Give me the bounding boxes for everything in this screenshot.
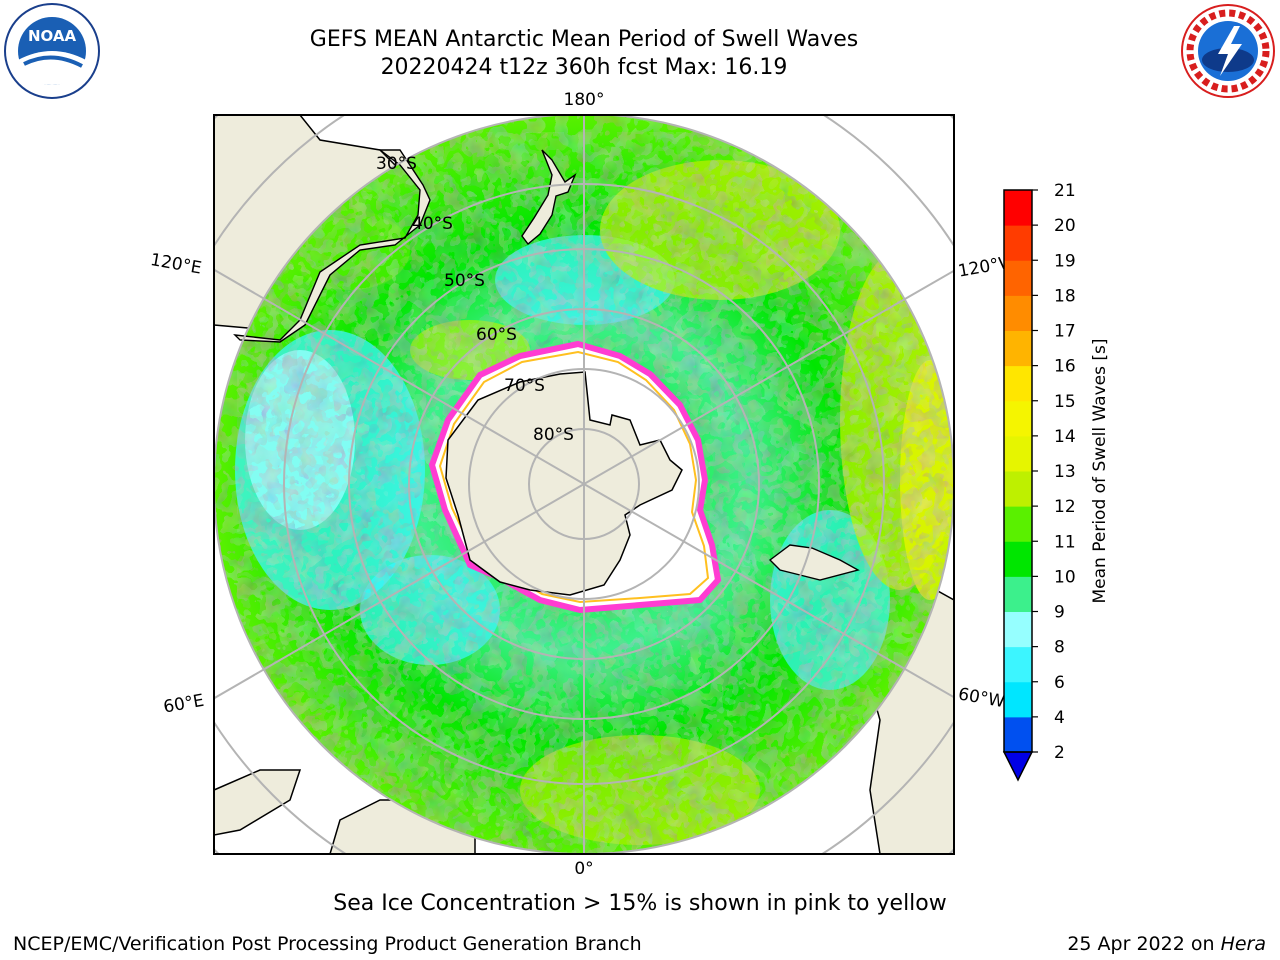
- colorbar-segment: [1004, 295, 1032, 331]
- lat-label: 70°S: [504, 376, 545, 396]
- lon-label-60e: 60°E: [162, 691, 206, 718]
- colorbar-segment: [1004, 506, 1032, 542]
- lat-label: 30°S: [376, 154, 417, 174]
- colorbar-segment: [1004, 435, 1032, 472]
- noaa-logo: NOAA: [2, 2, 102, 100]
- sea-ice-note: Sea Ice Concentration > 15% is shown in …: [333, 891, 947, 916]
- colorbar-tick-label: 20: [1054, 216, 1076, 236]
- lon-label-180: 180°: [564, 90, 605, 110]
- colorbar-tick-label: 18: [1054, 286, 1076, 306]
- colorbar-tick-label: 19: [1054, 251, 1076, 271]
- colorbar-tick-label: 6: [1054, 673, 1065, 693]
- machine-name: Hera: [1220, 933, 1266, 955]
- graticule: [214, 115, 954, 854]
- colorbar-tick-label: 16: [1054, 357, 1076, 377]
- colorbar-tick-label: 17: [1054, 322, 1076, 342]
- svg-text:NOAA: NOAA: [28, 27, 77, 45]
- chart-subtitle: 20220424 t12z 360h fcst Max: 16.19: [380, 55, 788, 80]
- colorbar-segment: [1004, 365, 1032, 402]
- credit-line: NCEP/EMC/Verification Post Processing Pr…: [13, 933, 642, 955]
- lat-label: 80°S: [533, 425, 574, 445]
- colorbar-segment: [1004, 471, 1032, 507]
- colorbar: 2 4 6 8 9 10 11 12 13 14 15 16 17 18 19 20 21: [1002, 181, 1076, 782]
- lon-label-120e: 120°E: [149, 250, 203, 279]
- colorbar-tick-label: 2: [1054, 743, 1065, 763]
- map-frame: [213, 114, 955, 855]
- colorbar-segment: [1004, 681, 1032, 718]
- colorbar-segment: [1004, 646, 1032, 683]
- colorbar-label: Mean Period of Swell Waves [s]: [1090, 339, 1110, 604]
- colorbar-segment: [1004, 330, 1032, 367]
- colorbar-tick-label: 14: [1054, 427, 1076, 447]
- colorbar-segment: [1004, 400, 1032, 437]
- colorbar-tick-label: 8: [1054, 638, 1065, 658]
- colorbar-tick-label: 10: [1054, 567, 1076, 587]
- colorbar-segment: [1004, 576, 1032, 612]
- colorbar-tick-label: 9: [1054, 603, 1065, 623]
- antarctica: [445, 371, 683, 596]
- colorbar-segment: [1004, 611, 1032, 648]
- colorbar-tick-label: 12: [1054, 497, 1076, 517]
- land-inside: [233, 149, 860, 581]
- colorbar-tick-label: 4: [1054, 708, 1065, 728]
- colorbar-extend-triangle: [1002, 751, 1034, 782]
- colorbar-tick-label: 21: [1054, 181, 1076, 201]
- colorbar-tick-label: 11: [1054, 532, 1076, 552]
- colorbar-tick-label: 13: [1054, 462, 1076, 482]
- lat-label: 40°S: [412, 214, 453, 234]
- nws-logo: [1178, 2, 1278, 100]
- lat-label: 50°S: [444, 271, 485, 291]
- colorbar-tick-label: 15: [1054, 392, 1076, 412]
- colorbar-segment: [1004, 260, 1032, 296]
- colorbar-segment: [1004, 716, 1032, 753]
- chart-title: GEFS MEAN Antarctic Mean Period of Swell…: [309, 27, 859, 52]
- colorbar-segment: [1004, 541, 1032, 577]
- lon-label-0: 0°: [574, 859, 593, 879]
- run-date: 25 Apr 2022 on Hera: [1067, 933, 1266, 955]
- lat-label: 60°S: [476, 325, 517, 345]
- colorbar-segment: [1004, 225, 1032, 261]
- lon-label-60w: 60°W: [957, 684, 1007, 712]
- date-text: 25 Apr 2022 on: [1067, 933, 1215, 955]
- colorbar-segment: [1004, 190, 1032, 226]
